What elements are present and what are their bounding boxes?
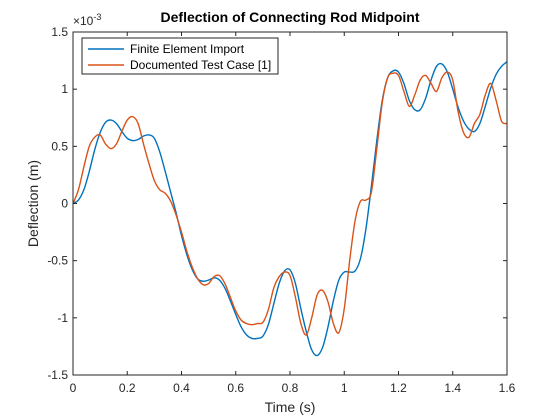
x-tick-label: 0.8 xyxy=(282,381,299,395)
x-tick-label: 0.4 xyxy=(173,381,190,395)
y-axis-exponent-label: ×10-3 xyxy=(73,12,101,28)
legend: Finite Element Import Documented Test Ca… xyxy=(82,38,278,74)
x-tick-label: 1.4 xyxy=(444,381,461,395)
legend-label-test-case: Documented Test Case [1] xyxy=(130,58,271,72)
x-tick-label: 1 xyxy=(341,381,348,395)
x-tick-label: 0.6 xyxy=(227,381,244,395)
legend-label-finite-element: Finite Element Import xyxy=(130,42,245,56)
y-axis-exponent-power: -3 xyxy=(93,12,101,22)
y-axis-label: Deflection (m) xyxy=(25,160,41,247)
y-tick-label: 0 xyxy=(61,197,68,211)
y-tick-label: 1 xyxy=(61,82,68,96)
chart-title: Deflection of Connecting Rod Midpoint xyxy=(161,9,420,25)
y-tick-label: -1.5 xyxy=(47,368,68,382)
y-tick-label: 1.5 xyxy=(51,25,68,39)
plot-area xyxy=(73,32,507,375)
x-tick-label: 1.2 xyxy=(390,381,407,395)
y-tick-label: -1 xyxy=(57,311,68,325)
y-axis-exponent-base: ×10 xyxy=(73,14,94,28)
y-tick-label: -0.5 xyxy=(47,254,68,268)
x-tick-label: 1.6 xyxy=(499,381,516,395)
y-tick-label: 0.5 xyxy=(51,139,68,153)
x-axis-label: Time (s) xyxy=(265,399,316,415)
x-tick-label: 0.2 xyxy=(119,381,136,395)
x-tick-label: 0 xyxy=(70,381,77,395)
